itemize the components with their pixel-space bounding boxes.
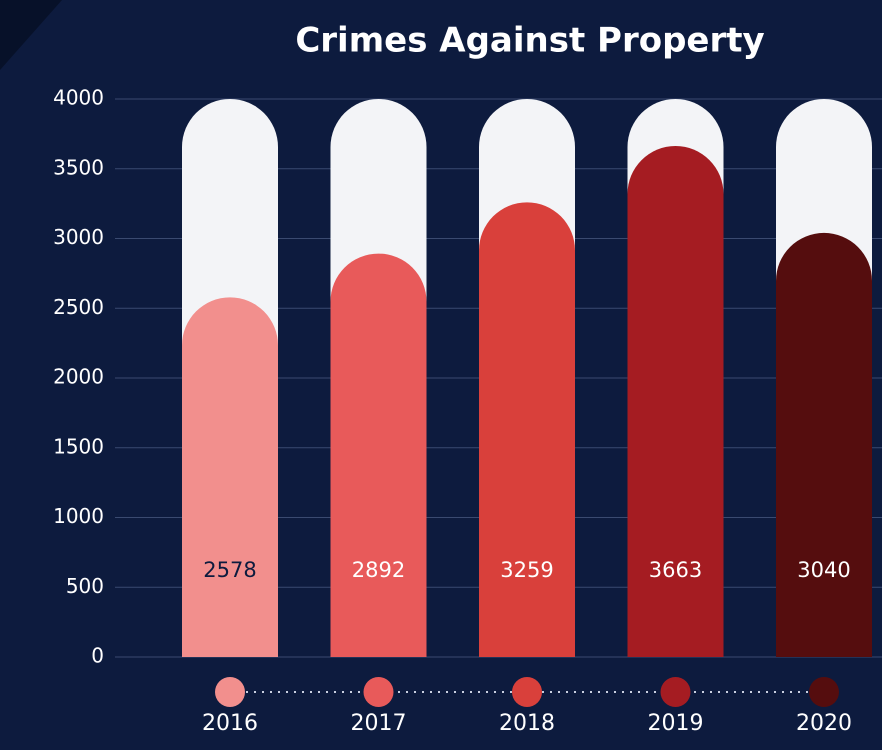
- bar: [627, 146, 724, 657]
- value-label: 3259: [500, 558, 553, 582]
- y-tick-label: 3500: [53, 155, 104, 179]
- y-tick-label: 4000: [53, 86, 104, 110]
- year-dot: [809, 677, 839, 707]
- value-label: 2578: [203, 558, 256, 582]
- bar: [330, 253, 427, 657]
- y-tick-label: 500: [66, 574, 104, 598]
- value-label: 2892: [352, 558, 405, 582]
- value-label: 3040: [797, 558, 850, 582]
- year-dot: [660, 677, 691, 707]
- y-tick-label: 2500: [53, 295, 104, 319]
- y-tick-label: 0: [91, 644, 104, 668]
- x-tick-label: 2017: [351, 711, 407, 736]
- y-tick-label: 1500: [53, 434, 104, 458]
- y-tick-label: 2000: [53, 365, 104, 389]
- chart-title: Crimes Against Property: [295, 21, 764, 61]
- bar: [182, 297, 278, 657]
- x-tick-label: 2016: [202, 711, 258, 736]
- corner-cut: [0, 0, 62, 70]
- year-dot: [215, 677, 245, 707]
- year-dot: [512, 677, 542, 707]
- x-tick-label: 2020: [796, 711, 852, 736]
- bar: [479, 202, 575, 657]
- value-label: 3663: [649, 558, 702, 582]
- y-tick-label: 1000: [53, 504, 104, 528]
- y-tick-label: 3000: [53, 225, 104, 249]
- bar: [776, 232, 872, 657]
- year-dot: [363, 677, 394, 707]
- x-tick-label: 2018: [499, 711, 555, 736]
- x-tick-label: 2019: [648, 711, 704, 736]
